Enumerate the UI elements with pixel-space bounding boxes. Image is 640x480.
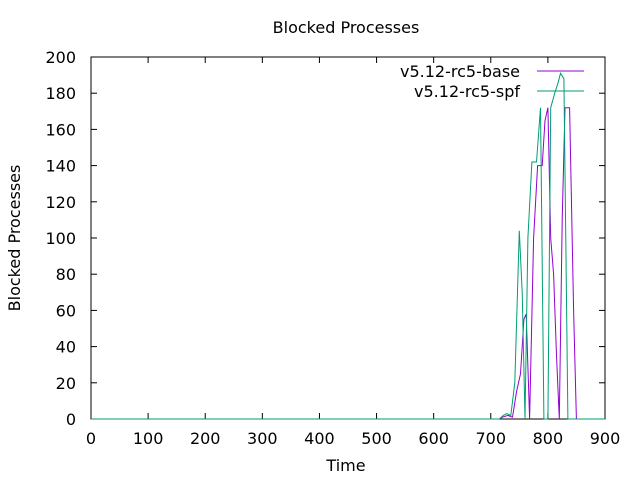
x-axis-label: Time bbox=[325, 456, 365, 475]
y-tick-label: 20 bbox=[56, 374, 76, 393]
y-tick-label: 160 bbox=[45, 120, 76, 139]
x-tick-label: 300 bbox=[247, 429, 278, 448]
x-tick-label: 800 bbox=[533, 429, 564, 448]
x-tick-label: 900 bbox=[590, 429, 621, 448]
y-tick-label: 0 bbox=[66, 410, 76, 429]
y-tick-label: 200 bbox=[45, 48, 76, 67]
y-tick-label: 140 bbox=[45, 157, 76, 176]
y-axis-label: Blocked Processes bbox=[5, 165, 24, 312]
legend-label: v5.12-rc5-spf bbox=[414, 82, 520, 101]
chart-title: Blocked Processes bbox=[273, 18, 420, 37]
y-tick-label: 40 bbox=[56, 338, 76, 357]
x-tick-label: 600 bbox=[418, 429, 449, 448]
y-axis-ticks: 0 20 40 60 80 100 120 140 160 180 200 bbox=[45, 48, 605, 429]
y-tick-label: 80 bbox=[56, 265, 76, 284]
y-tick-label: 120 bbox=[45, 193, 76, 212]
x-tick-label: 400 bbox=[304, 429, 335, 448]
legend-label: v5.12-rc5-base bbox=[400, 62, 520, 81]
y-tick-label: 60 bbox=[56, 301, 76, 320]
y-tick-label: 180 bbox=[45, 84, 76, 103]
series-line-1 bbox=[91, 72, 605, 420]
x-tick-label: 700 bbox=[476, 429, 507, 448]
series-line-0 bbox=[91, 107, 605, 420]
y-tick-label: 100 bbox=[45, 229, 76, 248]
x-tick-label: 200 bbox=[190, 429, 221, 448]
series-lines bbox=[91, 72, 605, 420]
x-tick-label: 500 bbox=[361, 429, 392, 448]
x-axis-ticks: 0 100 200 300 400 500 600 700 800 900 bbox=[86, 57, 620, 448]
x-tick-label: 0 bbox=[86, 429, 96, 448]
x-tick-label: 100 bbox=[133, 429, 164, 448]
